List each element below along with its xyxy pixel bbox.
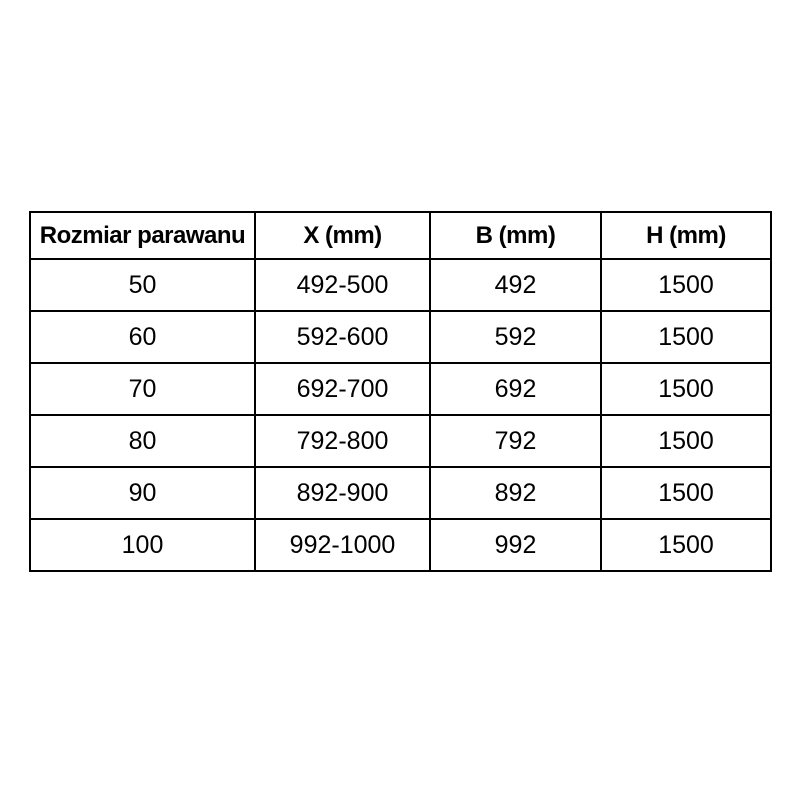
table-cell: 792-800 — [254, 414, 431, 468]
table-row: 50 492-500 492 1500 — [29, 258, 772, 312]
table-row: 100 992-1000 992 1500 — [29, 518, 772, 572]
table-row: 90 892-900 892 1500 — [29, 466, 772, 520]
table-cell: 1500 — [600, 310, 772, 364]
table-cell: 592-600 — [254, 310, 431, 364]
table-cell: 992-1000 — [254, 518, 431, 572]
table-cell: 892-900 — [254, 466, 431, 520]
header-cell-rozmiar-parawanu: Rozmiar parawanu — [29, 211, 256, 260]
table-cell: 50 — [29, 258, 256, 312]
table-cell: 70 — [29, 362, 256, 416]
table-row: 80 792-800 792 1500 — [29, 414, 772, 468]
header-cell-b-mm: B (mm) — [429, 211, 602, 260]
table-cell: 90 — [29, 466, 256, 520]
table-cell: 1500 — [600, 362, 772, 416]
table-cell: 592 — [429, 310, 602, 364]
table-cell: 692-700 — [254, 362, 431, 416]
table-cell: 492 — [429, 258, 602, 312]
header-cell-x-mm: X (mm) — [254, 211, 431, 260]
table-cell: 892 — [429, 466, 602, 520]
size-table: Rozmiar parawanu X (mm) B (mm) H (mm) 50… — [29, 211, 772, 572]
table-cell: 100 — [29, 518, 256, 572]
table-cell: 692 — [429, 362, 602, 416]
table-cell: 792 — [429, 414, 602, 468]
table-row: 60 592-600 592 1500 — [29, 310, 772, 364]
table-cell: 492-500 — [254, 258, 431, 312]
table-header-row: Rozmiar parawanu X (mm) B (mm) H (mm) — [29, 211, 772, 260]
table-row: 70 692-700 692 1500 — [29, 362, 772, 416]
table-cell: 1500 — [600, 518, 772, 572]
table-cell: 1500 — [600, 414, 772, 468]
table-cell: 60 — [29, 310, 256, 364]
table-cell: 1500 — [600, 258, 772, 312]
table-cell: 80 — [29, 414, 256, 468]
table-cell: 992 — [429, 518, 602, 572]
header-cell-h-mm: H (mm) — [600, 211, 772, 260]
table-cell: 1500 — [600, 466, 772, 520]
